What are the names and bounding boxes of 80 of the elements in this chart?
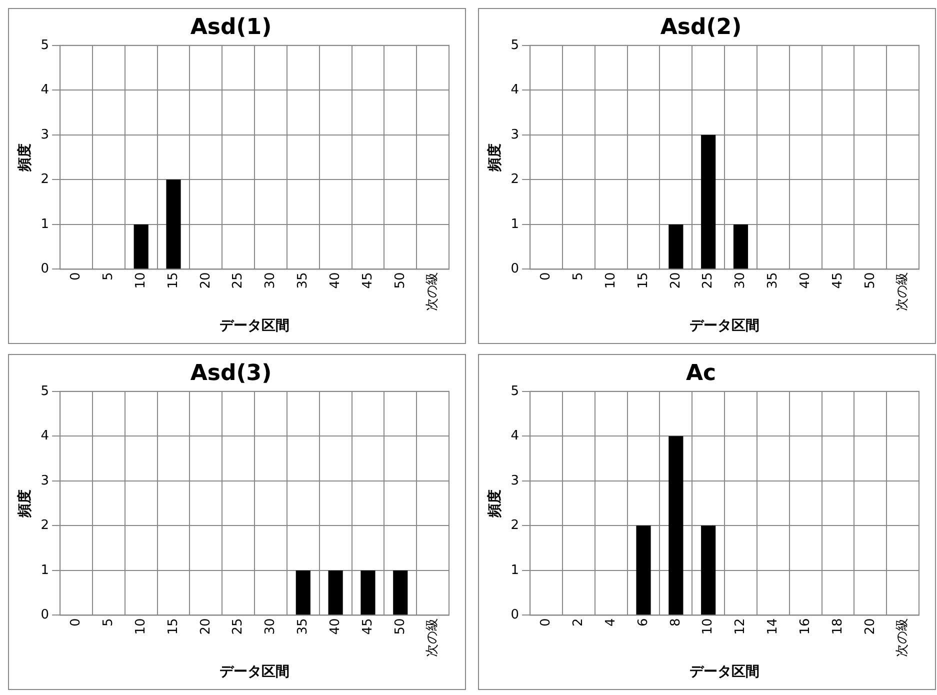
x-tick-label: 15 [166,272,181,289]
x-tick-label: 0 [68,618,84,626]
y-tick-label: 3 [510,473,520,488]
x-tick-label: 4 [603,618,618,626]
x-tick-label: 20 [198,618,214,635]
y-tick-label: 2 [40,172,50,188]
y-tick-label: 1 [40,562,50,578]
x-tick-label: 0 [68,272,84,280]
x-tick-label: 20 [198,272,214,289]
x-tick-label: 45 [830,272,846,289]
x-axis-title: データ区間 [690,664,760,680]
chart-title: Ac [686,360,716,386]
y-tick-label: 1 [510,216,520,232]
x-tick-label: 35 [296,272,311,289]
y-tick-label: 5 [40,38,50,53]
x-tick-label: 40 [328,272,343,289]
x-tick-label: 0 [538,618,554,626]
x-tick-label: 10 [603,272,618,289]
y-tick-label: 3 [40,127,50,142]
x-tick-label: 25 [230,272,246,289]
y-tick-label: 5 [510,384,520,399]
x-tick-label: 次の級 [425,272,440,312]
x-tick-label: 50 [392,618,408,635]
x-tick-label: 次の級 [425,618,440,658]
x-tick-label: 50 [862,272,878,289]
y-tick-label: 3 [510,127,520,142]
y-axis-title: 頻度 [16,489,34,518]
x-tick-label: 40 [798,272,813,289]
x-tick-label: 6 [636,618,651,626]
x-tick-label: 12 [733,618,748,635]
y-tick-label: 1 [510,562,520,578]
x-tick-label: 45 [360,618,376,635]
x-tick-label: 5 [101,272,116,280]
x-tick-label: 14 [766,618,781,635]
x-tick-label: 次の級 [895,272,910,312]
x-tick-label: 30 [263,618,278,635]
x-tick-label: 5 [571,272,586,280]
y-tick-label: 3 [40,473,50,488]
x-tick-label: 20 [668,272,684,289]
x-tick-label: 35 [766,272,781,289]
x-tick-label: 50 [392,272,408,289]
y-tick-label: 4 [40,82,50,98]
x-tick-label: 40 [328,618,343,635]
x-tick-label: 18 [830,618,846,635]
y-tick-label: 5 [510,38,520,53]
y-tick-label: 4 [40,428,50,444]
y-tick-label: 4 [510,82,520,98]
x-axis-title: データ区間 [690,318,760,334]
x-tick-label: 5 [101,618,116,626]
x-tick-label: 0 [538,272,554,280]
x-tick-label: 45 [360,272,376,289]
x-axis-title: データ区間 [220,318,290,334]
x-tick-label: 8 [668,618,684,626]
x-tick-label: 20 [862,618,878,635]
y-tick-label: 2 [40,518,50,534]
y-tick-label: 2 [510,172,520,188]
x-tick-label: 25 [230,618,246,635]
y-tick-label: 1 [40,216,50,232]
chart-title: Asd(3) [190,360,272,386]
x-tick-label: 30 [733,272,748,289]
x-tick-label: 30 [263,272,278,289]
chart-title: Asd(2) [660,14,742,40]
y-tick-label: 5 [40,384,50,399]
chart-title: Asd(1) [190,14,272,40]
x-tick-label: 次の級 [895,618,910,658]
x-tick-label: 25 [700,272,716,289]
y-axis-title: 頻度 [16,143,34,172]
y-tick-label: 4 [510,428,520,444]
y-tick-label: 2 [510,518,520,534]
x-tick-label: 10 [133,272,148,289]
y-axis-title: 頻度 [486,489,504,518]
x-tick-label: 15 [166,618,181,635]
x-tick-label: 10 [133,618,148,635]
x-tick-label: 16 [798,618,813,635]
y-axis-title: 頻度 [486,143,504,172]
x-axis-title: データ区間 [220,664,290,680]
x-tick-label: 10 [700,618,716,635]
x-tick-label: 15 [636,272,651,289]
x-tick-label: 2 [571,618,586,626]
x-tick-label: 35 [296,618,311,635]
